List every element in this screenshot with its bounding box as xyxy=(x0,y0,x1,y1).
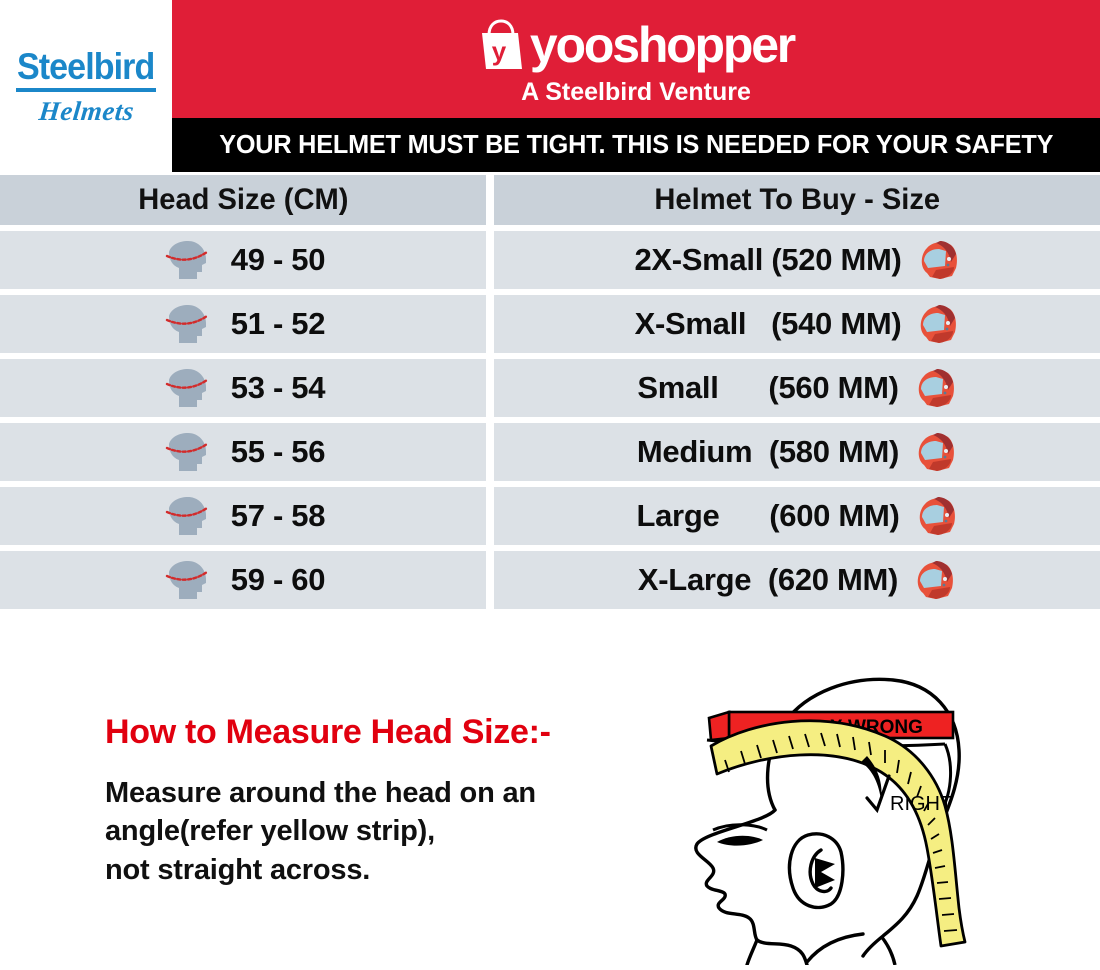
helmet-size-value: X-Large (620 MM) xyxy=(637,562,899,597)
steelbird-underline xyxy=(16,87,156,92)
head-size-value: 57 - 58 xyxy=(230,498,326,533)
safety-banner: YOUR HELMET MUST BE TIGHT. THIS IS NEEDE… xyxy=(172,118,1100,172)
howto-line-1: Measure around the head on an xyxy=(105,777,536,809)
measure-instructions-section: How to Measure Head Size:- Measure aroun… xyxy=(0,645,1100,967)
head-size-cell: 55 - 56 xyxy=(0,423,486,481)
table-row: 57 - 58 Large (600 MM) xyxy=(0,487,1100,545)
yooshopper-logo: y yooshopper xyxy=(478,14,796,76)
steelbird-logo: Steelbird Helmets xyxy=(0,0,172,172)
table-row: 53 - 54 Small (560 MM) xyxy=(0,359,1100,417)
helmet-size-cell: Large (600 MM) xyxy=(494,487,1100,545)
column-header-helmet-size: Helmet To Buy - Size xyxy=(494,175,1100,225)
head-size-value: 51 - 52 xyxy=(230,306,326,341)
yooshopper-subtitle: A Steelbird Venture xyxy=(521,77,751,106)
helmet-size-value: X-Small (540 MM) xyxy=(634,306,902,341)
head-size-cell: 53 - 54 xyxy=(0,359,486,417)
table-row: 55 - 56 Medium (580 MM) xyxy=(0,423,1100,481)
table-header-row: Head Size (CM) Helmet To Buy - Size xyxy=(0,175,1100,225)
head-size-cell: 59 - 60 xyxy=(0,551,486,609)
shopping-bag-icon: y xyxy=(478,18,524,71)
helmet-size-cell: Small (560 MM) xyxy=(494,359,1100,417)
page-header: Steelbird Helmets y yooshopper A Steelbi… xyxy=(0,0,1100,172)
size-table: Head Size (CM) Helmet To Buy - Size 49 -… xyxy=(0,175,1100,615)
head-size-value: 53 - 54 xyxy=(230,370,326,405)
head-measure-icon xyxy=(161,238,215,282)
safety-banner-text: YOUR HELMET MUST BE TIGHT. THIS IS NEEDE… xyxy=(218,130,1054,159)
helmet-size-value: Large (600 MM) xyxy=(636,498,900,533)
howto-line-2: angle(refer yellow strip), xyxy=(105,815,435,848)
yooshopper-wordmark: yooshopper xyxy=(529,16,796,73)
helmet-size-cell: 2X-Small (520 MM) xyxy=(494,231,1100,289)
head-measure-icon xyxy=(161,494,215,538)
head-measure-icon xyxy=(161,558,215,602)
steelbird-tagline: Helmets xyxy=(36,95,136,126)
head-measure-icon xyxy=(161,302,215,346)
helmet-size-value: 2X-Small (520 MM) xyxy=(634,242,902,277)
helmet-icon xyxy=(915,366,957,410)
helmet-icon xyxy=(918,238,960,282)
right-label-text: RIGHT xyxy=(890,793,952,815)
head-size-value: 59 - 60 xyxy=(230,562,326,597)
table-row: 51 - 52 X-Small (540 MM) xyxy=(0,295,1100,353)
helmet-size-value: Small (560 MM) xyxy=(637,370,899,405)
helmet-icon xyxy=(917,302,959,346)
svg-text:y: y xyxy=(492,36,507,66)
howto-line-3: not straight across. xyxy=(105,853,371,886)
howto-text-block: How to Measure Head Size:- Measure aroun… xyxy=(105,713,665,889)
measure-tape xyxy=(709,719,967,948)
head-size-cell: 51 - 52 xyxy=(0,295,486,353)
right-check-icon xyxy=(861,756,882,800)
head-measurement-diagram: X WRONG xyxy=(645,650,1100,967)
yooshopper-banner: y yooshopper A Steelbird Venture xyxy=(172,0,1100,118)
table-row: 59 - 60 X-Large (620 MM) xyxy=(0,551,1100,609)
column-header-head-size-label: Head Size (CM) xyxy=(137,183,349,216)
head-measure-icon xyxy=(161,430,215,474)
head-size-cell: 57 - 58 xyxy=(0,487,486,545)
head-size-value: 55 - 56 xyxy=(230,434,326,469)
helmet-icon xyxy=(915,430,957,474)
table-row: 49 - 50 2X-Small (520 MM) xyxy=(0,231,1100,289)
helmet-size-cell: Medium (580 MM) xyxy=(494,423,1100,481)
steelbird-wordmark: Steelbird xyxy=(17,45,155,87)
helmet-icon xyxy=(916,494,958,538)
helmet-size-cell: X-Small (540 MM) xyxy=(494,295,1100,353)
helmet-size-cell: X-Large (620 MM) xyxy=(494,551,1100,609)
head-size-cell: 49 - 50 xyxy=(0,231,486,289)
helmet-size-value: Medium (580 MM) xyxy=(636,434,900,469)
howto-title: How to Measure Head Size:- xyxy=(105,713,551,751)
helmet-icon xyxy=(914,558,956,602)
head-size-value: 49 - 50 xyxy=(230,242,326,277)
column-header-head-size: Head Size (CM) xyxy=(0,175,486,225)
column-header-helmet-size-label: Helmet To Buy - Size xyxy=(654,183,940,216)
head-measure-icon xyxy=(161,366,215,410)
